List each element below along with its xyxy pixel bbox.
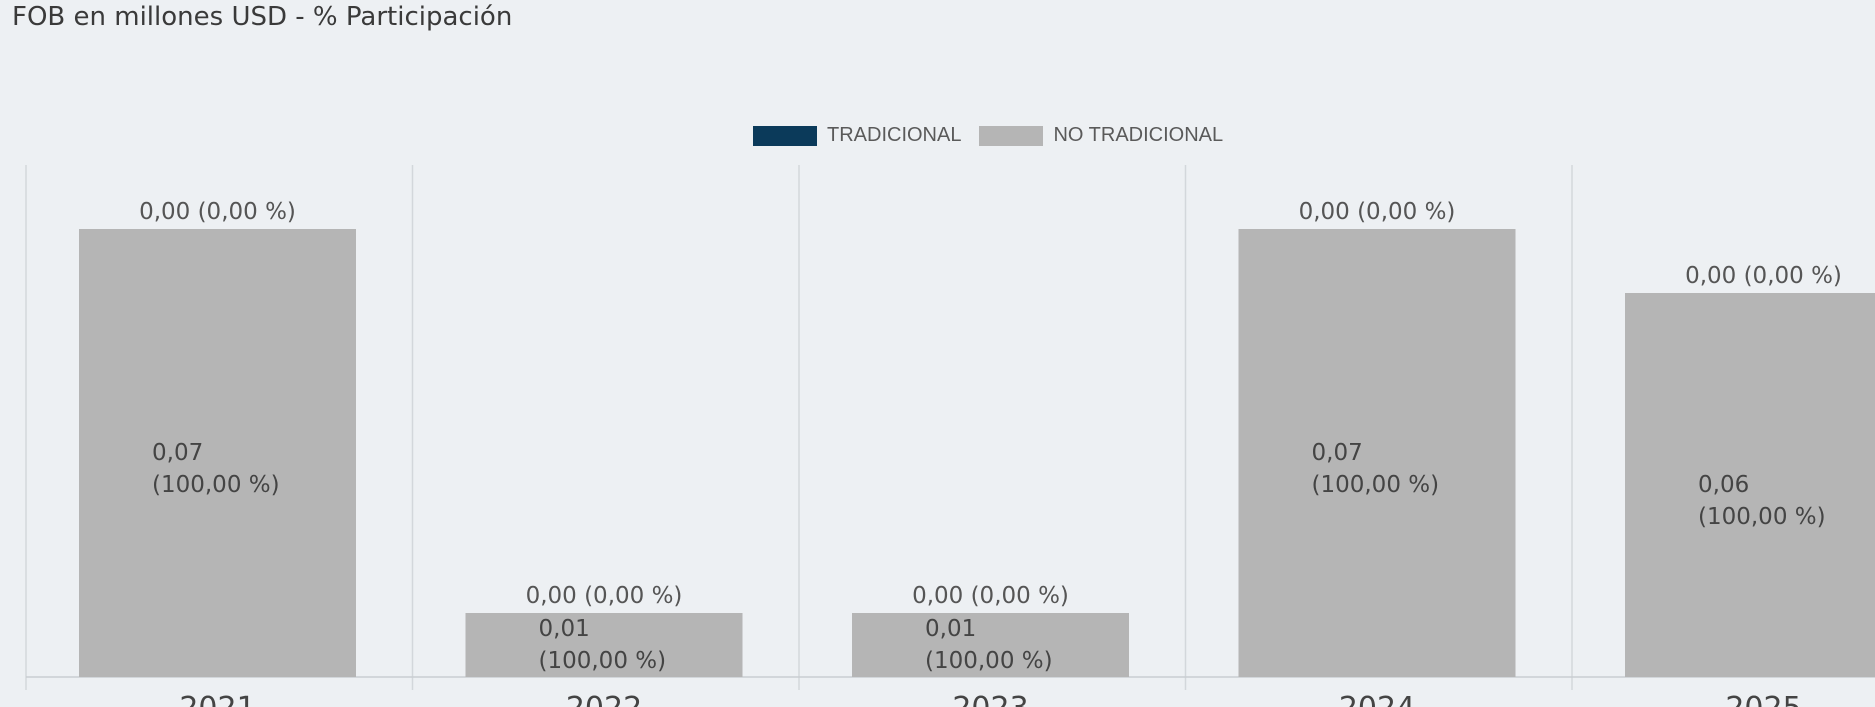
data-label-tradicional-2021: 0,00 (0,00 %) (139, 199, 296, 225)
data-label-tradicional-2022: 0,00 (0,00 %) (526, 583, 683, 609)
bar-no-tradicional-2024[interactable] (1238, 229, 1516, 677)
legend-swatch-no-tradicional (979, 125, 1044, 146)
legend-item-tradicional[interactable]: TRADICIONAL (753, 124, 961, 147)
data-label-value-2025: 0,06 (1698, 472, 1749, 498)
x-tick-label-2023: 2023 (952, 691, 1028, 707)
data-label-tradicional-2024: 0,00 (0,00 %) (1299, 199, 1456, 225)
data-label-value-2024: 0,07 (1312, 440, 1363, 466)
x-tick-label-2022: 2022 (566, 691, 642, 707)
data-label-tradicional-2023: 0,00 (0,00 %) (912, 583, 1069, 609)
bar-no-tradicional-2022[interactable] (465, 613, 743, 677)
bar-no-tradicional-2025[interactable] (1625, 293, 1875, 677)
data-label-tradicional-2025: 0,00 (0,00 %) (1685, 263, 1842, 289)
legend-item-no-tradicional[interactable]: NO TRADICIONAL (979, 124, 1223, 147)
x-tick-label-2024: 2024 (1339, 691, 1415, 707)
data-label-value-2022: 0,01 (539, 616, 590, 642)
data-label-value-2023: 0,01 (925, 616, 976, 642)
chart-title: FOB en millones USD - % Participación (12, 2, 513, 32)
legend-label-no-tradicional: NO TRADICIONAL (1053, 124, 1224, 146)
bar-no-tradicional-2023[interactable] (852, 613, 1129, 677)
x-tick-label-2025: 2025 (1725, 691, 1801, 707)
data-label-pct-2021: (100,00 %) (152, 472, 280, 498)
x-tick-label-2021: 2021 (179, 691, 255, 707)
data-label-value-2021: 0,07 (152, 440, 203, 466)
data-label-pct-2022: (100,00 %) (539, 648, 667, 674)
legend-label-tradicional: TRADICIONAL (827, 124, 962, 146)
bar-no-tradicional-2021[interactable] (79, 229, 356, 677)
legend-swatch-tradicional (753, 125, 817, 146)
data-label-pct-2024: (100,00 %) (1312, 472, 1440, 498)
legend: TRADICIONAL NO TRADICIONAL (753, 124, 1241, 147)
data-label-pct-2025: (100,00 %) (1698, 504, 1826, 530)
data-label-pct-2023: (100,00 %) (925, 648, 1053, 674)
